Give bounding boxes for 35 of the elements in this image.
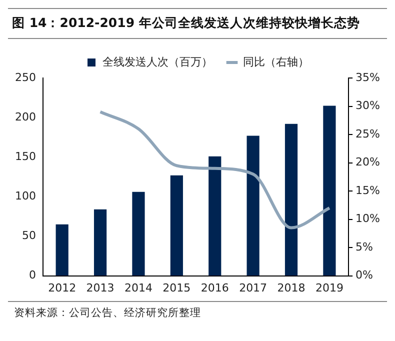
- y-tick-label: 250: [14, 70, 36, 84]
- y2-tick-label: 25%: [356, 127, 380, 140]
- bar: [284, 124, 298, 276]
- y-tick-label: 150: [14, 150, 36, 163]
- y2-tick-label: 10%: [356, 212, 380, 226]
- bar: [56, 224, 68, 276]
- y-tick-label: 100: [14, 190, 36, 203]
- x-tick-label: 2014: [124, 281, 152, 294]
- legend-label: 全线发送人次（百万）: [102, 55, 212, 68]
- y2-tick-label: 0%: [356, 268, 374, 282]
- x-tick-label: 2019: [315, 281, 344, 294]
- y2-tick-label: 35%: [356, 70, 380, 84]
- x-tick-label: 2015: [162, 281, 191, 294]
- x-tick-label: 2018: [277, 281, 306, 294]
- bar: [94, 209, 107, 276]
- y2-tick-label: 20%: [356, 156, 380, 169]
- x-tick-label: 2012: [48, 281, 76, 294]
- y-tick-label: 200: [14, 110, 36, 124]
- y-tick-label: 0: [28, 268, 36, 282]
- bar: [170, 175, 183, 276]
- text: 资料来源：公司公告、经济研究所整理: [14, 306, 202, 320]
- x-tick-label: 2013: [86, 281, 114, 294]
- bar: [323, 106, 336, 276]
- bar: [246, 136, 260, 276]
- y-tick-label: 50: [22, 229, 36, 242]
- legend-label: 同比（右轴）: [243, 55, 309, 68]
- y2-tick-label: 15%: [356, 184, 380, 197]
- bar: [132, 192, 145, 276]
- chart-title: 图 14：2012-2019 年公司全线发送人次维持较快增长态势: [8, 8, 387, 39]
- x-tick-label: 2016: [200, 281, 229, 294]
- line-series: [98, 110, 331, 230]
- x-tick-label: 2017: [239, 281, 268, 294]
- bar: [208, 156, 222, 276]
- y2-tick-label: 5%: [356, 240, 374, 254]
- y2-tick-label: 30%: [356, 99, 380, 112]
